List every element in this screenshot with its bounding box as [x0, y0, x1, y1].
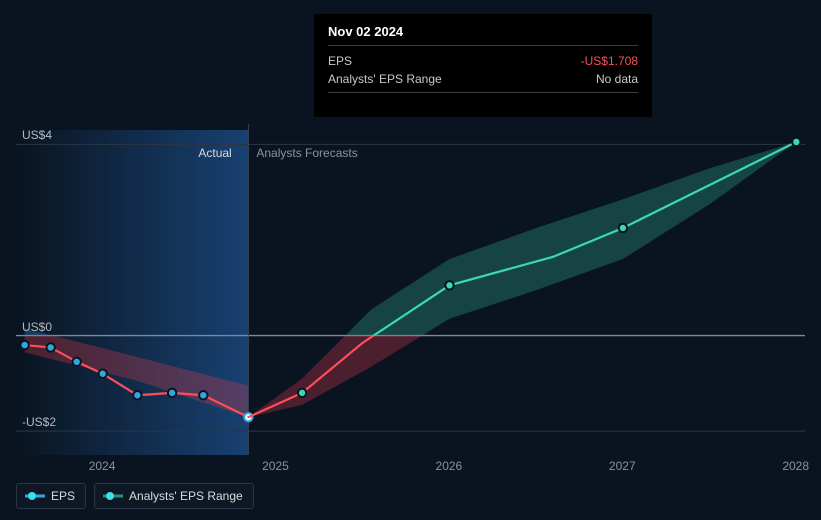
tooltip-row: Analysts' EPS Range No data [328, 70, 638, 88]
legend-item[interactable]: EPS [16, 483, 86, 509]
legend-item[interactable]: Analysts' EPS Range [94, 483, 254, 509]
legend-item-label: EPS [51, 489, 75, 503]
tooltip-row-value: -US$1.708 [581, 54, 638, 68]
legend-item-label: Analysts' EPS Range [129, 489, 243, 503]
chart-tooltip: Nov 02 2024 EPS -US$1.708 Analysts' EPS Ra… [314, 14, 652, 117]
tooltip-row-label: Analysts' EPS Range [328, 72, 442, 86]
chart-legend: EPS Analysts' EPS Range [16, 483, 254, 509]
tooltip-row-value: No data [596, 72, 638, 86]
tooltip-row: EPS -US$1.708 [328, 52, 638, 70]
legend-swatch-icon [103, 491, 123, 501]
tooltip-date: Nov 02 2024 [328, 24, 638, 39]
legend-swatch-icon [25, 491, 45, 501]
eps-forecast-chart: { "chart": { "width": 821, "height": 520… [0, 0, 821, 520]
tooltip-row-label: EPS [328, 54, 352, 68]
